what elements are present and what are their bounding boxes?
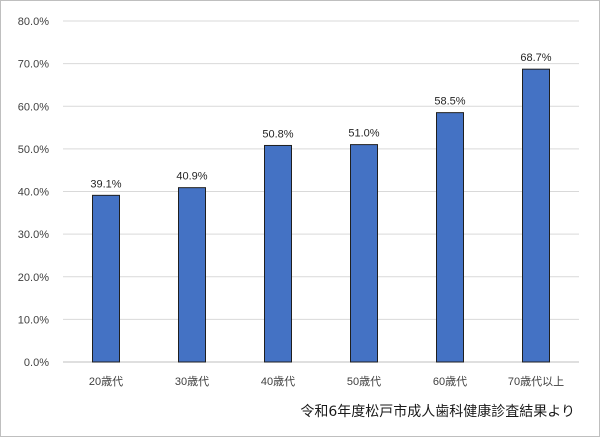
y-tick-label: 60.0% bbox=[18, 101, 49, 113]
y-tick-label: 10.0% bbox=[18, 314, 49, 326]
data-label: 51.0% bbox=[348, 128, 379, 140]
data-label: 40.9% bbox=[176, 171, 207, 183]
bar bbox=[178, 187, 206, 363]
y-tick-label: 80.0% bbox=[18, 16, 49, 28]
data-label: 50.8% bbox=[262, 128, 293, 140]
data-label: 58.5% bbox=[434, 96, 465, 108]
y-tick-label: 70.0% bbox=[18, 59, 49, 71]
source-note: 令和6年度松戸市成人歯科健康診査結果より bbox=[300, 404, 575, 420]
bar bbox=[92, 194, 120, 363]
y-tick-label: 50.0% bbox=[18, 144, 49, 156]
bar bbox=[436, 112, 464, 363]
y-tick-label: 0.0% bbox=[24, 357, 49, 369]
x-tick-label: 20歳代 bbox=[89, 375, 123, 388]
x-tick-label: 50歳代 bbox=[347, 375, 381, 388]
y-tick-label: 20.0% bbox=[18, 272, 49, 284]
y-tick-label: 30.0% bbox=[18, 229, 49, 241]
bar bbox=[264, 144, 292, 363]
y-tick-label: 40.0% bbox=[18, 187, 49, 199]
x-tick-label: 40歳代 bbox=[261, 375, 295, 388]
data-label: 39.1% bbox=[90, 178, 121, 190]
bar bbox=[522, 68, 550, 363]
x-tick-label: 30歳代 bbox=[175, 375, 209, 388]
x-tick-label: 70歳代以上 bbox=[508, 375, 564, 388]
x-tick-label: 60歳代 bbox=[433, 375, 467, 388]
bar bbox=[350, 144, 378, 363]
data-label: 68.7% bbox=[520, 52, 551, 64]
